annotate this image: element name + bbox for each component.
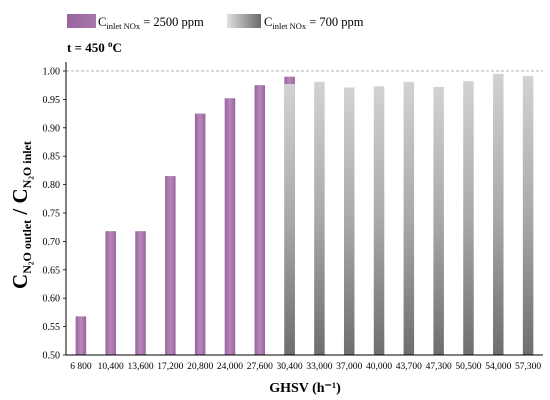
bar-700ppm (373, 86, 385, 355)
legend-label-2500: Cinlet NOx = 2500 ppm (98, 15, 204, 31)
bar-2500ppm (194, 113, 206, 355)
bar-2500ppm (75, 316, 87, 355)
y-tick-label: 0.80 (43, 180, 61, 191)
legend-label-2500-prefix: C (98, 15, 106, 29)
bar-2500ppm (254, 85, 266, 355)
x-tick-label: 13,600 (127, 362, 153, 372)
y-tick-label: 0.60 (43, 294, 61, 305)
bar-700ppm (463, 81, 474, 355)
bar-700ppm (403, 81, 415, 356)
y-ticks: 0.50 0.55 0.60 0.65 0.70 0.75 0.80 0.85 0.90 0.95… (43, 67, 66, 362)
legend: Cinlet NOx = 2500 ppm Cinlet NOx = 700 p… (67, 14, 364, 31)
x-tick-label: 17,200 (157, 362, 183, 372)
x-tick-label: 30,400 (277, 362, 303, 372)
bar-2500ppm (135, 231, 146, 355)
temperature-label: t = 450 (67, 40, 108, 55)
y-tick-label: 0.90 (43, 123, 61, 134)
y-axis-label-sub2: N₂O inlet (20, 141, 34, 188)
x-tick-label: 50,500 (455, 362, 481, 372)
x-tick-label: 47,300 (426, 362, 452, 372)
legend-label-700-sub: inlet NOx (272, 21, 307, 31)
bar-700ppm (493, 73, 504, 355)
bar-700ppm (343, 87, 355, 356)
legend-label-700-prefix: C (264, 15, 272, 29)
legend-swatch-700 (227, 14, 261, 28)
legend-label-2500-sub: inlet NOx (106, 21, 141, 31)
x-ticks: 6 800 10,400 13,600 17,200 20,800 24,000 27,60… (70, 362, 541, 372)
x-tick-label: 27,600 (247, 362, 273, 372)
bar-2500ppm (165, 176, 176, 355)
x-tick-label: 10,400 (98, 362, 124, 372)
bar-2500ppm (224, 98, 236, 355)
y-tick-label: 0.65 (43, 265, 61, 276)
x-tick-label: 37,000 (336, 362, 362, 372)
y-tick-label: 0.50 (43, 351, 61, 362)
legend-label-2500-suffix: = 2500 ppm (140, 15, 204, 29)
y-axis-label-sub1: N₂O outlet (20, 220, 34, 274)
x-tick-label: 33,000 (306, 362, 332, 372)
x-tick-label: 6 800 (70, 362, 92, 372)
y-tick-label: 0.75 (43, 209, 61, 220)
y-axis-label-slash: / (8, 203, 32, 219)
temperature-sup: o (108, 39, 113, 49)
legend-label-700-suffix: = 700 ppm (306, 15, 364, 29)
bars (75, 73, 534, 356)
x-tick-label: 20,800 (187, 362, 213, 372)
bar-700ppm (433, 86, 444, 356)
legend-item-700: Cinlet NOx = 700 ppm (227, 14, 364, 31)
legend-label-700: Cinlet NOx = 700 ppm (264, 15, 364, 31)
x-tick-label: 24,000 (217, 362, 243, 372)
legend-item-2500: Cinlet NOx = 2500 ppm (67, 14, 204, 31)
y-tick-label: 0.55 (43, 322, 61, 333)
x-axis-label: GHSV (h⁻¹) (269, 381, 341, 396)
y-axis-label-main2: C (8, 188, 32, 203)
y-axis-label-main1: C (8, 274, 32, 289)
x-tick-label: 54,000 (485, 362, 511, 372)
bar-2500ppm (105, 231, 116, 355)
x-tick-label: 57,300 (515, 362, 541, 372)
temperature-annotation: t = 450 oC (67, 39, 122, 55)
y-tick-label: 0.95 (43, 95, 61, 106)
bar-700ppm (284, 84, 295, 356)
y-tick-label: 1.00 (43, 67, 61, 78)
temperature-unit: C (113, 40, 122, 55)
bar-700ppm (522, 76, 534, 355)
x-tick-label: 43,700 (396, 362, 422, 372)
y-tick-label: 0.70 (43, 237, 61, 248)
y-axis-label: CN₂O outlet / CN₂O inlet (8, 141, 34, 289)
bar-700ppm (314, 81, 325, 356)
legend-swatch-2500 (67, 14, 96, 28)
y-tick-label: 0.85 (43, 152, 61, 163)
x-tick-label: 40,000 (366, 362, 392, 372)
